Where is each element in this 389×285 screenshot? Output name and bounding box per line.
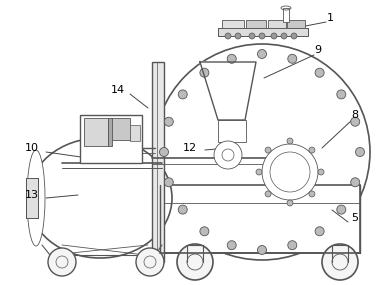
Circle shape (265, 191, 271, 197)
Circle shape (227, 54, 236, 63)
Circle shape (309, 191, 315, 197)
Circle shape (227, 241, 236, 250)
Circle shape (291, 33, 297, 39)
Circle shape (318, 169, 324, 175)
Bar (246, 20, 266, 28)
Circle shape (258, 245, 266, 255)
Circle shape (178, 90, 187, 99)
Circle shape (177, 244, 213, 280)
Circle shape (154, 44, 370, 260)
Circle shape (351, 178, 360, 187)
Circle shape (164, 178, 173, 187)
Circle shape (287, 200, 293, 206)
Bar (268, 20, 286, 28)
Circle shape (222, 149, 234, 161)
Circle shape (288, 54, 297, 63)
Bar (222, 20, 244, 28)
Circle shape (249, 33, 255, 39)
Bar (283, 8, 289, 22)
Text: 13: 13 (25, 190, 39, 200)
Bar (218, 120, 246, 142)
Text: 8: 8 (351, 110, 359, 120)
Bar (26, 178, 38, 218)
Circle shape (235, 33, 241, 39)
Bar (108, 118, 112, 146)
Circle shape (225, 33, 231, 39)
Circle shape (356, 148, 364, 156)
Circle shape (178, 205, 187, 214)
Circle shape (200, 227, 209, 236)
Circle shape (256, 169, 262, 175)
Circle shape (288, 241, 297, 250)
Text: 12: 12 (183, 143, 197, 153)
Circle shape (136, 248, 164, 276)
Polygon shape (200, 62, 256, 120)
Bar (160, 185, 360, 253)
Ellipse shape (28, 138, 172, 258)
Circle shape (259, 33, 265, 39)
Text: 9: 9 (314, 45, 322, 55)
Circle shape (262, 144, 318, 200)
Circle shape (214, 141, 242, 169)
Circle shape (309, 147, 315, 153)
Circle shape (315, 68, 324, 77)
Ellipse shape (27, 150, 45, 246)
Circle shape (258, 50, 266, 58)
Text: 14: 14 (111, 85, 125, 95)
Bar (84, 118, 108, 146)
Bar (287, 20, 305, 28)
Circle shape (351, 117, 360, 126)
Circle shape (164, 117, 173, 126)
Circle shape (315, 227, 324, 236)
Circle shape (265, 147, 271, 153)
Circle shape (159, 148, 168, 156)
Text: 5: 5 (352, 213, 359, 223)
Bar (62, 163, 162, 168)
Text: 10: 10 (25, 143, 39, 153)
Bar (218, 28, 308, 36)
Bar (110, 118, 130, 140)
Circle shape (287, 138, 293, 144)
Circle shape (48, 248, 76, 276)
Circle shape (337, 90, 346, 99)
Text: 1: 1 (326, 13, 333, 23)
Circle shape (200, 68, 209, 77)
Bar (152, 62, 164, 262)
Circle shape (281, 33, 287, 39)
Bar (130, 125, 140, 141)
Circle shape (322, 244, 358, 280)
Circle shape (337, 205, 346, 214)
Bar (80, 115, 142, 163)
Circle shape (271, 33, 277, 39)
